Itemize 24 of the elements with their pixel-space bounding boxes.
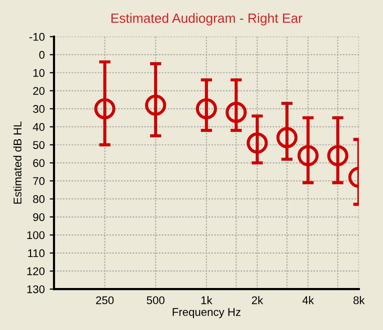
- y-tick-label: -10: [29, 32, 45, 41]
- x-tick-label: 500: [146, 296, 164, 304]
- y-tick-label: 80: [33, 195, 45, 204]
- x-tick-label: 250: [96, 296, 114, 304]
- y-tick-label: 90: [33, 213, 45, 222]
- x-tick-label: 8k: [353, 296, 365, 304]
- y-tick-label: 10: [33, 68, 45, 77]
- y-tick-label: 120: [27, 267, 45, 276]
- y-axis-title: Estimated dB HL: [13, 122, 22, 204]
- y-tick-label: 50: [33, 141, 45, 149]
- y-tick-label: 30: [33, 105, 45, 113]
- y-tick-label: 110: [28, 249, 45, 258]
- y-tick-label: 60: [33, 159, 45, 167]
- y-tick-label: 40: [32, 123, 45, 131]
- x-tick-label: 4k: [302, 296, 314, 304]
- y-tick-label: 130: [27, 285, 45, 294]
- x-tick-label: 2k: [252, 296, 264, 304]
- y-tick-label: 100: [27, 231, 45, 240]
- y-tick-label: 0: [39, 50, 45, 59]
- chart-title: Estimated Audiogram - Right Ear: [111, 13, 302, 26]
- y-tick-label: 20: [33, 86, 45, 95]
- y-tick-label: 70: [33, 177, 45, 186]
- x-tick-label: 1k: [201, 296, 212, 304]
- x-axis-title: Frequency Hz: [172, 308, 240, 318]
